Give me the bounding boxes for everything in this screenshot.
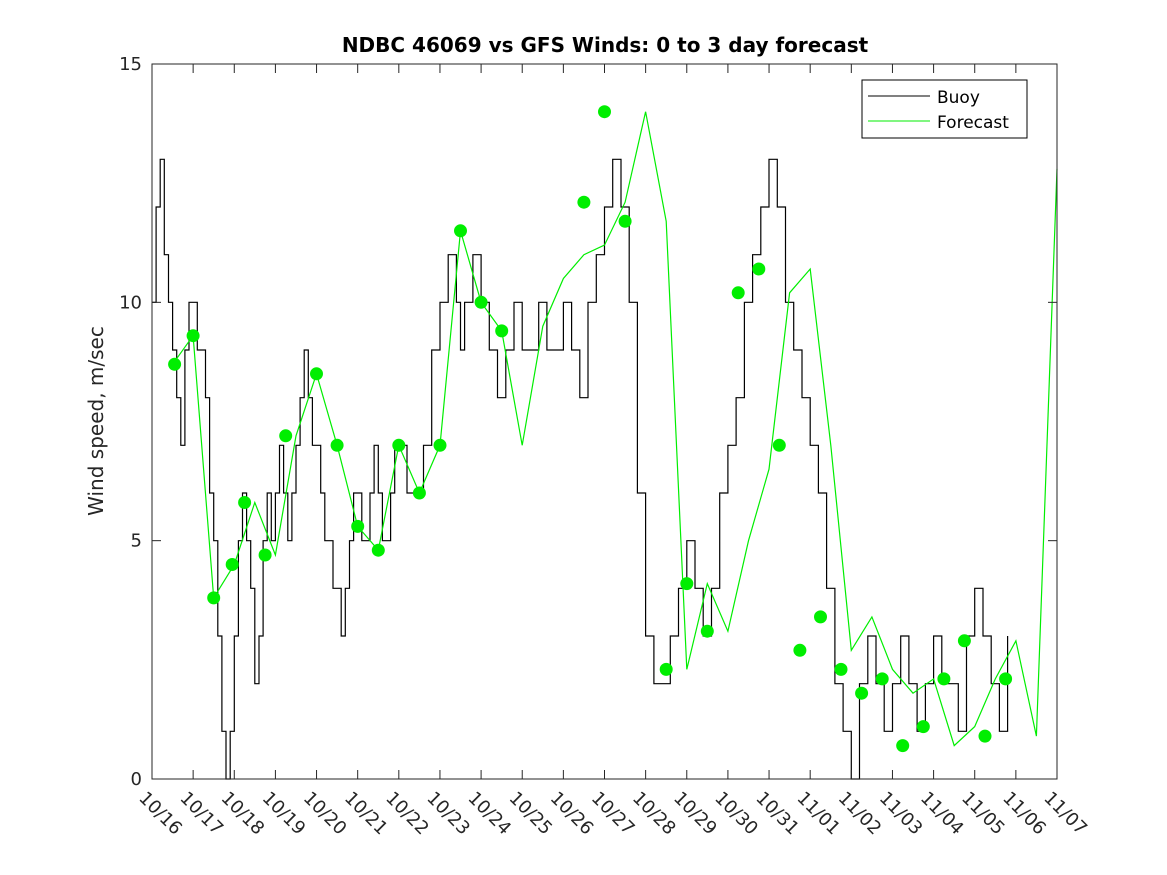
forecast-marker — [875, 672, 889, 686]
forecast-marker — [680, 577, 694, 591]
forecast-marker — [258, 548, 272, 562]
y-axis-label: Wind speed, m/sec — [84, 326, 108, 516]
y-tick-label: 10 — [119, 292, 142, 313]
forecast-marker — [772, 438, 786, 452]
forecast-marker — [957, 634, 971, 648]
y-tick-label: 5 — [131, 531, 142, 552]
forecast-marker — [618, 214, 632, 228]
forecast-marker — [978, 729, 992, 743]
y-tick-label: 15 — [119, 54, 142, 75]
forecast-marker — [225, 558, 239, 571]
forecast-marker — [834, 662, 848, 676]
forecast-marker — [999, 672, 1013, 686]
forecast-marker — [814, 610, 827, 624]
legend-buoy-label: Buoy — [937, 88, 980, 108]
chart-title: NDBC 46069 vs GFS Winds: 0 to 3 day fore… — [342, 33, 869, 57]
y-tick-label: 0 — [131, 769, 142, 790]
forecast-marker — [454, 224, 467, 238]
forecast-marker — [598, 105, 611, 119]
forecast-marker — [937, 672, 951, 686]
plot-area — [152, 105, 1058, 780]
forecast-marker — [310, 367, 323, 381]
forecast-marker — [793, 643, 807, 657]
series-line-buoy — [152, 158, 1009, 780]
forecast-marker — [700, 624, 714, 638]
forecast-marker — [238, 496, 252, 509]
legend-box — [861, 79, 1028, 139]
forecast-marker — [752, 262, 766, 276]
forecast-marker — [279, 429, 293, 443]
forecast-marker — [916, 720, 930, 734]
legend: Buoy Forecast — [861, 79, 1028, 139]
forecast-marker — [495, 324, 509, 338]
forecast-marker — [659, 662, 673, 676]
forecast-marker — [351, 519, 365, 533]
forecast-marker — [855, 686, 869, 700]
forecast-marker — [330, 438, 344, 452]
series-line-forecast — [172, 111, 1058, 747]
forecast-marker — [731, 286, 745, 300]
forecast-marker — [392, 438, 406, 452]
forecast-marker — [433, 438, 447, 452]
forecast-marker — [207, 591, 221, 605]
forecast-marker — [186, 329, 200, 343]
legend-forecast-label: Forecast — [937, 113, 1009, 133]
forecast-marker — [896, 739, 910, 753]
forecast-marker — [474, 295, 488, 309]
forecast-marker — [371, 543, 385, 557]
forecast-marker — [168, 357, 182, 371]
forecast-marker — [412, 486, 426, 500]
forecast-marker — [577, 195, 591, 209]
